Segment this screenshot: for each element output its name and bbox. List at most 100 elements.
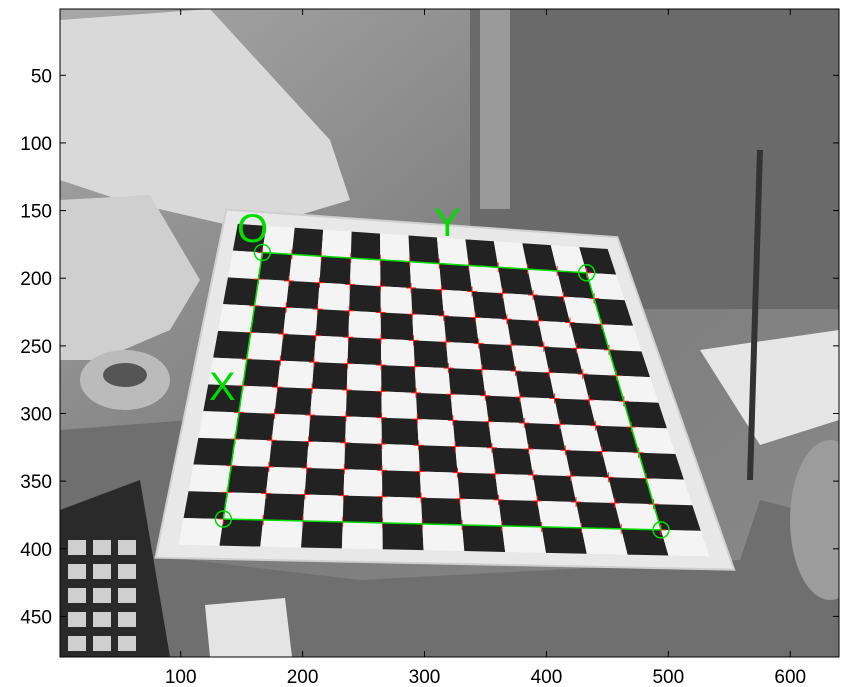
checker-square	[623, 401, 667, 429]
checker-square	[223, 277, 259, 306]
calculator-key	[93, 540, 111, 555]
checker-square	[409, 261, 442, 290]
checker-square	[501, 525, 546, 553]
checker-square	[283, 307, 318, 336]
calculator-key	[93, 612, 111, 627]
calculator-key	[118, 540, 136, 555]
checker-square	[621, 528, 669, 556]
checker-square	[579, 247, 617, 275]
x-tick-label: 400	[531, 667, 563, 687]
checker-square	[511, 345, 550, 373]
paper-bottom	[205, 598, 292, 657]
checker-square	[550, 245, 587, 273]
checker-square	[346, 363, 382, 392]
checker-square	[258, 252, 292, 281]
checker-square	[308, 415, 346, 443]
checker-square	[515, 371, 555, 399]
grid-outline	[222, 251, 663, 531]
checker-square	[608, 349, 650, 378]
checker-square	[443, 315, 479, 344]
checker-square	[414, 366, 451, 395]
checker-square	[528, 448, 571, 477]
checker-square	[565, 450, 609, 478]
calculator-key	[68, 540, 86, 555]
calculator-key	[93, 564, 111, 579]
checker-square	[465, 239, 499, 268]
checker-square	[188, 464, 232, 493]
checker-square	[263, 493, 305, 521]
checker-square	[601, 324, 642, 352]
checker-square	[595, 425, 639, 453]
checker-square	[616, 375, 659, 403]
cabinet-edge	[480, 9, 510, 209]
checker-square	[193, 437, 236, 466]
x-tick-label: 200	[287, 667, 319, 687]
checker-square	[380, 312, 414, 341]
checker-square	[418, 445, 458, 473]
checker-square	[291, 227, 324, 257]
tape-roll-hole	[103, 363, 147, 387]
checker-square	[481, 369, 520, 398]
checker-square	[380, 259, 412, 288]
checker-square	[446, 341, 482, 370]
checker-square	[208, 357, 247, 386]
stand-pole	[747, 149, 763, 481]
checker-square	[343, 469, 383, 497]
y-tick-label: 50	[31, 66, 52, 87]
y-tick-label: 100	[20, 134, 52, 155]
checker-square	[213, 330, 251, 360]
checker-square	[280, 334, 316, 363]
checker-square	[422, 523, 465, 552]
checker-square	[382, 496, 423, 524]
checker-square	[313, 335, 349, 364]
y-tick-label: 400	[20, 540, 52, 561]
checker-square	[559, 424, 603, 452]
chair	[790, 440, 839, 600]
checker-square	[582, 374, 624, 402]
checker-square	[569, 322, 609, 350]
checker-square	[450, 394, 489, 422]
paper-right	[700, 330, 839, 445]
x-axis-label: X	[209, 365, 236, 409]
checker-square	[631, 427, 676, 454]
checker-square	[586, 272, 625, 301]
checker-square	[288, 254, 322, 283]
y-tick-label: 300	[20, 404, 52, 425]
checker-square	[382, 470, 422, 498]
checker-square	[250, 305, 287, 335]
checker-square	[439, 263, 473, 292]
checker-square	[493, 241, 528, 270]
checker-square	[452, 420, 492, 448]
checker-square	[286, 280, 320, 310]
checker-square	[421, 497, 463, 525]
paper-sheet	[60, 195, 200, 360]
y-axis-ticks: 50 100 150 200 250 300 350 400 450	[20, 66, 839, 628]
calculator-key	[118, 636, 136, 651]
checker-square	[411, 287, 444, 316]
checker-square	[457, 472, 499, 500]
checker-square	[653, 504, 701, 531]
checker-square	[203, 384, 243, 413]
checker-square	[345, 390, 382, 418]
checker-square	[382, 522, 424, 551]
checker-square	[271, 413, 311, 442]
checker-square	[533, 294, 570, 323]
checker-square	[581, 527, 628, 555]
checker-square	[321, 229, 352, 259]
checker-square	[381, 365, 417, 393]
corner-circle	[214, 510, 233, 528]
checker-square	[349, 258, 381, 287]
checker-square	[412, 314, 447, 342]
checker-square	[408, 235, 440, 264]
checker-square	[608, 477, 654, 505]
checker-square	[219, 519, 264, 547]
calculator	[60, 480, 170, 657]
checker-square	[570, 476, 615, 504]
checker-square	[468, 265, 503, 294]
checker-square	[472, 291, 507, 320]
checker-square	[462, 524, 506, 552]
camera-photo	[60, 9, 839, 657]
checker-square	[381, 391, 418, 420]
checker-square	[266, 466, 307, 495]
checker-square	[315, 309, 350, 338]
